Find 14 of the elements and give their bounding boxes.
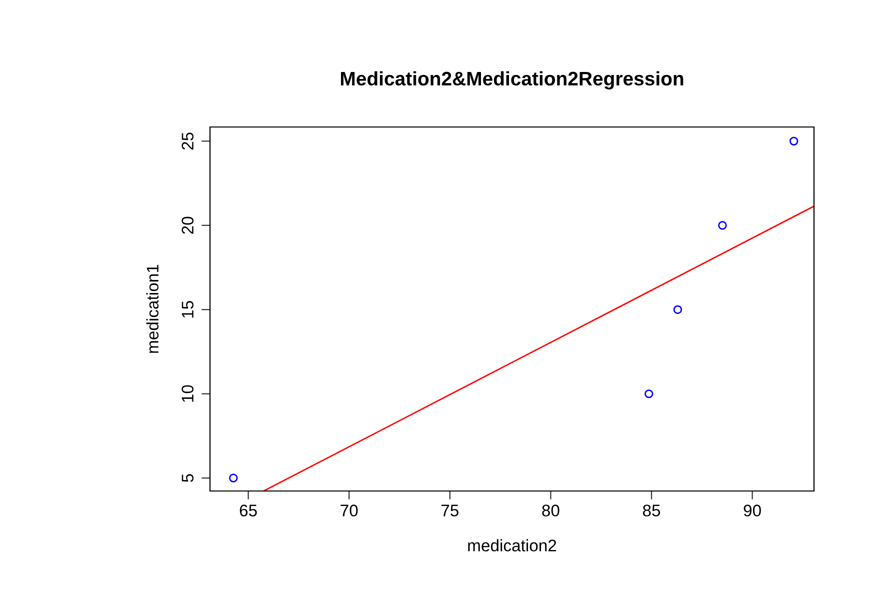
chart-title: Medication2&Medication2Regression [340,71,684,90]
y-tick-label: 20 [182,216,194,234]
y-axis-title: medication1 [146,264,159,353]
y-tick-label: 25 [182,132,194,150]
x-tick-label: 90 [744,504,761,516]
x-tick-label: 65 [240,504,257,516]
x-tick-label: 80 [542,504,560,516]
y-tick-label: 10 [182,385,194,402]
x-tick-label: 70 [340,504,358,516]
x-tick-label: 85 [642,504,660,516]
x-tick-label: 75 [441,504,458,516]
x-axis-title: medication2 [468,539,556,552]
y-tick-label: 15 [182,301,194,318]
y-tick-label: 5 [182,474,194,482]
